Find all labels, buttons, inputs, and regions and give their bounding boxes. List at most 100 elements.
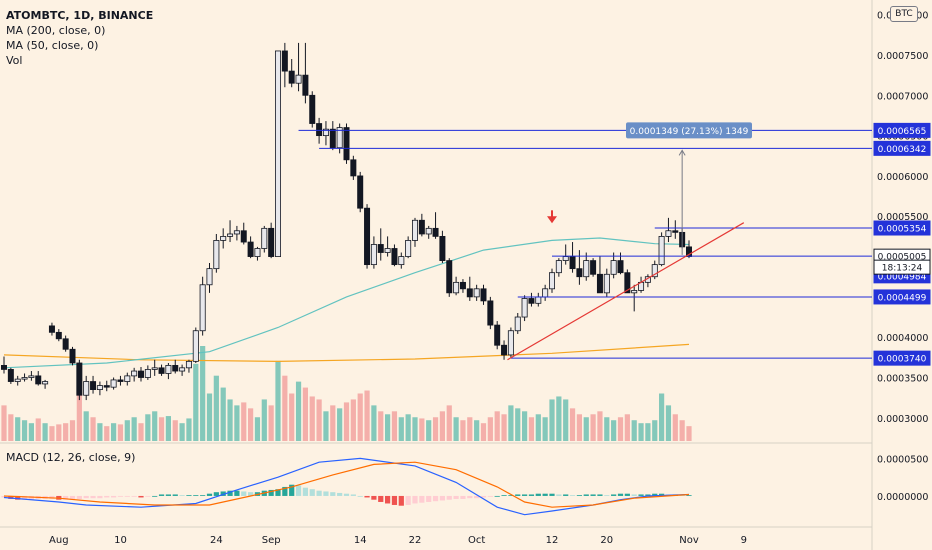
macd-histogram-bar: [1, 495, 7, 498]
volume-bar: [158, 417, 165, 441]
candle-body: [7, 369, 14, 382]
volume-bar: [679, 420, 685, 441]
volume-bar: [487, 417, 493, 441]
macd-histogram-bar: [152, 495, 158, 497]
macd-histogram-bar: [158, 494, 165, 496]
candle-body: [350, 159, 357, 177]
volume-bar: [337, 408, 343, 441]
macd-histogram-bar: [576, 495, 582, 497]
macd-histogram-bar: [686, 495, 692, 497]
volume-bar: [563, 399, 569, 441]
macd-histogram-bar: [480, 495, 487, 498]
price-tick-label: 0.0006000: [877, 172, 928, 183]
volume-bar: [371, 405, 377, 441]
macd-histogram-bar: [460, 495, 466, 499]
volume-bar: [56, 424, 62, 441]
volume-bar: [686, 426, 692, 441]
macd-histogram-bar: [295, 485, 302, 496]
volume-bar: [665, 405, 672, 441]
volume-bar: [63, 423, 69, 441]
candle-body: [35, 375, 42, 385]
macd-histogram-bar: [76, 495, 82, 499]
candle-body: [576, 268, 583, 278]
macd-histogram-bar: [638, 494, 644, 496]
volume-bar: [467, 417, 473, 441]
macd-histogram-bar: [302, 487, 308, 496]
volume-bar: [179, 423, 185, 441]
candle-body: [90, 381, 97, 390]
candle-body: [42, 381, 49, 385]
level-label: 0.0004984: [878, 272, 927, 282]
volume-bar: [652, 420, 658, 441]
volume-bar: [15, 417, 21, 441]
volume-bar: [1, 405, 7, 441]
volume-bar: [508, 405, 514, 441]
volume-bar: [535, 414, 541, 441]
volume-bar: [117, 424, 124, 441]
macd-histogram-bar: [371, 495, 377, 500]
candle-body: [288, 70, 295, 84]
volume-bar: [494, 411, 500, 441]
currency-badge[interactable]: BTC: [890, 6, 918, 22]
candle-body: [473, 288, 480, 298]
macd-pane: [1, 457, 692, 516]
candle-body: [596, 273, 603, 294]
macd-histogram-bar: [446, 495, 452, 500]
ma200-line: [3, 343, 690, 363]
volume-bar: [138, 423, 144, 441]
candle-body: [158, 367, 165, 374]
candle-body: [295, 74, 302, 84]
volume-bar: [323, 411, 329, 441]
time-tick-label: 14: [354, 535, 367, 546]
candle-body: [418, 219, 425, 235]
macd-histogram-bar: [165, 494, 171, 496]
macd-histogram-bar: [83, 495, 89, 499]
price-tick-label: 0.0003000: [877, 414, 928, 425]
macd-tick-label: 0.0000000: [877, 492, 928, 503]
price-tick-label: 0.0007500: [877, 51, 928, 62]
macd-histogram-bar: [206, 493, 213, 496]
macd-histogram-bar: [357, 495, 363, 497]
macd-tick-label: 0.0000500: [877, 454, 928, 465]
macd-histogram-bar: [248, 492, 254, 496]
volume-bar: [446, 405, 452, 441]
candle-body: [549, 272, 556, 290]
price-grid: [0, 0, 873, 550]
macd-histogram-bar: [227, 490, 233, 496]
candle-body: [261, 227, 268, 249]
candle-body: [507, 330, 514, 356]
candle-body: [227, 233, 234, 237]
volume-bar: [460, 420, 466, 441]
candle-body: [199, 284, 206, 332]
level-label-box: [873, 140, 931, 156]
macd-histogram-bar: [131, 495, 137, 497]
macd-histogram-bar: [213, 492, 219, 496]
level-label-box: [873, 350, 931, 366]
candle-body: [446, 260, 453, 294]
volume-bar: [391, 411, 398, 441]
time-axis[interactable]: Aug 10 24 Sep 14 22 Oct 12 20 Nov 9: [49, 535, 747, 546]
volume-bar: [330, 405, 336, 441]
macd-histogram-bar: [323, 491, 329, 496]
macd-histogram-bar: [645, 494, 651, 496]
candle-body: [274, 50, 281, 257]
price-axis[interactable]: 0.00080000.00075000.00070000.00065000.00…: [873, 11, 931, 503]
macd-histogram-bar: [474, 495, 480, 499]
volume-legend: Vol: [6, 54, 23, 67]
macd-histogram-bar: [398, 495, 404, 506]
macd-histogram-bar: [439, 495, 445, 501]
candle-body: [405, 240, 412, 257]
time-tick-label: Aug: [49, 535, 69, 546]
macd-histogram-bar: [604, 495, 610, 497]
volume-bar: [124, 420, 130, 441]
candle-body: [672, 230, 679, 233]
macd-histogram-bar: [432, 495, 439, 502]
drawings[interactable]: 0.0001349 (27.13%) 1349: [298, 122, 872, 361]
volume-bar: [35, 418, 41, 441]
candle-body: [453, 281, 460, 294]
macd-histogram-bar: [467, 495, 473, 499]
volume-bar: [480, 423, 487, 441]
candle-body: [411, 219, 418, 241]
volume-bar: [556, 396, 562, 441]
